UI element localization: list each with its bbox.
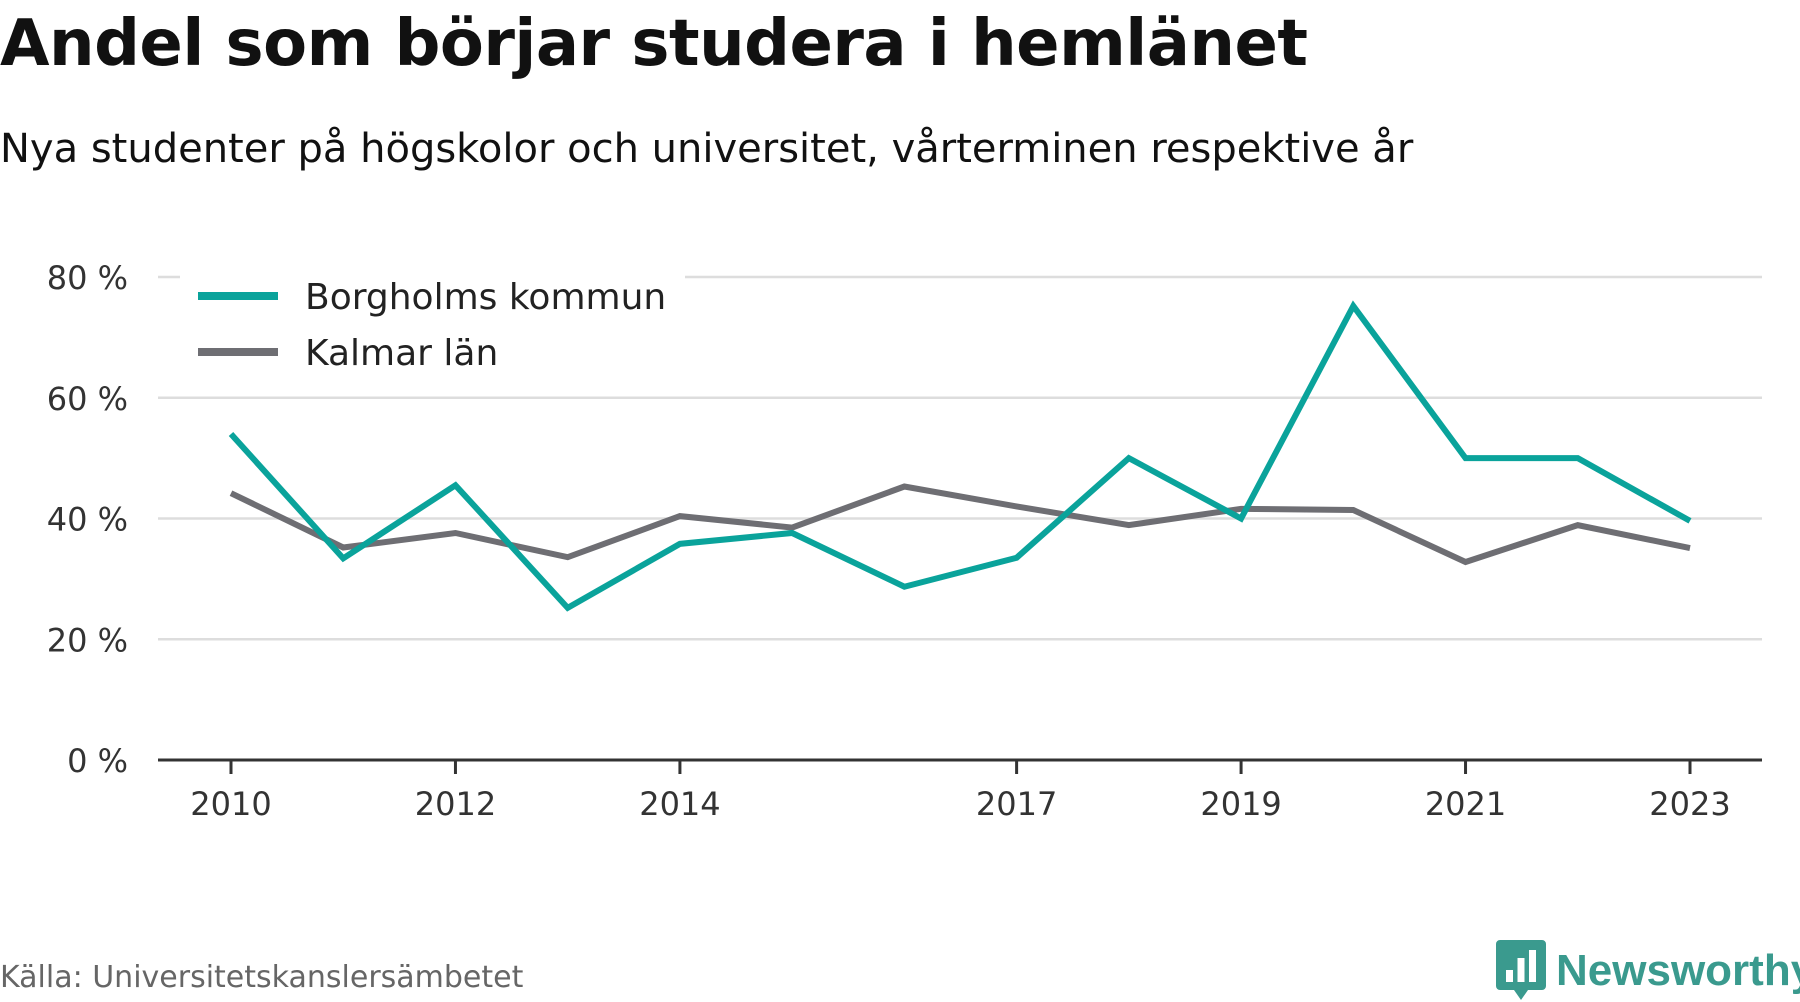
x-tick-label: 2019 <box>1200 785 1281 823</box>
x-tick-labels: 2010 2012 2014 2017 2019 2021 2023 <box>190 785 1730 823</box>
series-line-kalmar-l-n <box>229 483 1691 566</box>
y-axis: 0 % 20 % 40 % 60 % 80 % <box>47 259 128 780</box>
y-tick-label: 80 % <box>47 259 128 297</box>
x-tick-label: 2023 <box>1649 785 1730 823</box>
x-tick-label: 2021 <box>1425 785 1506 823</box>
series-line-borgholms-kommun <box>228 300 1692 612</box>
legend: Borgholms kommun Kalmar län <box>180 262 685 390</box>
y-tick-label: 0 % <box>67 742 128 780</box>
source-note: Källa: Universitetskanslersämbetet <box>0 960 524 995</box>
x-tick-label: 2017 <box>976 785 1057 823</box>
newsworthy-logo: Newsworthy <box>1496 940 1800 1002</box>
y-tick-label: 40 % <box>47 501 128 539</box>
x-tick-label: 2012 <box>415 785 496 823</box>
newsworthy-logo-icon <box>1496 940 1546 1000</box>
x-tick-label: 2014 <box>639 785 720 823</box>
x-axis <box>158 758 1762 774</box>
legend-label: Borgholms kommun <box>305 277 666 318</box>
y-tick-label: 20 % <box>47 621 128 659</box>
chart-title: Andel som börjar studera i hemlänet <box>0 7 1308 81</box>
newsworthy-logo-text: Newsworthy <box>1556 946 1800 995</box>
x-tick-label: 2010 <box>190 785 271 823</box>
legend-label: Kalmar län <box>305 333 498 374</box>
legend-background <box>180 262 685 390</box>
chart-subtitle: Nya studenter på högskolor och universit… <box>0 126 1414 172</box>
y-tick-label: 60 % <box>47 380 128 418</box>
series-lines <box>228 300 1692 612</box>
